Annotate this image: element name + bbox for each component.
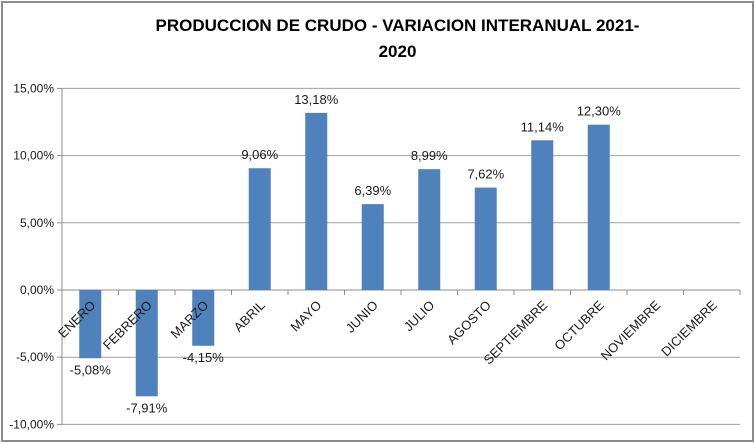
x-axis-label-mayo: MAYO — [287, 298, 324, 335]
bar-value-label-marzo: -4,15% — [183, 350, 225, 365]
x-axis-label-agosto: AGOSTO — [444, 298, 494, 348]
x-axis-label-abril: ABRIL — [231, 298, 268, 335]
bar-abril — [248, 168, 271, 290]
bar-value-label-mayo: 13,18% — [294, 92, 339, 107]
y-axis-tick-label: 10,00% — [13, 149, 54, 163]
bar-value-label-octubre: 12,30% — [577, 104, 622, 119]
bar-agosto — [474, 187, 497, 290]
bar-marzo — [192, 290, 215, 346]
bar-value-label-agosto: 7,62% — [467, 167, 504, 182]
y-axis-tick-label: 0,00% — [20, 283, 54, 297]
chart-title-line2: 2020 — [378, 42, 417, 61]
bar-febrero — [135, 290, 158, 397]
bar-value-label-septiembre: 11,14% — [521, 119, 565, 134]
x-axis-label-junio: JUNIO — [343, 298, 381, 336]
bar-mayo — [305, 112, 328, 290]
bar-julio — [418, 169, 441, 290]
bar-value-label-febrero: -7,91% — [126, 400, 168, 415]
chart-title-line1: PRODUCCION DE CRUDO - VARIACION INTERANU… — [155, 16, 640, 35]
bar-value-label-junio: 6,39% — [354, 183, 391, 198]
y-axis-tick-label: 15,00% — [13, 81, 54, 95]
bar-value-label-julio: 8,99% — [411, 148, 448, 163]
y-axis-tick-label: -5,00% — [16, 350, 54, 364]
x-axis-label-noviembre: NOVIEMBRE — [598, 297, 664, 363]
x-axis-label-julio: JULIO — [401, 298, 438, 335]
bar-value-label-enero: -5,08% — [70, 362, 112, 377]
bar-value-label-abril: 9,06% — [241, 147, 278, 162]
bar-octubre — [587, 124, 610, 290]
x-axis-label-octubre: OCTUBRE — [551, 297, 607, 353]
bar-junio — [361, 204, 384, 290]
y-axis-tick-label: 5,00% — [20, 216, 54, 230]
bar-septiembre — [531, 140, 554, 290]
bar-enero — [79, 290, 102, 359]
x-axis-label-diciembre: DICIEMBRE — [658, 297, 720, 359]
chart-title: PRODUCCION DE CRUDO - VARIACION INTERANU… — [53, 13, 742, 65]
y-axis-tick-label: -10,00% — [9, 417, 54, 431]
